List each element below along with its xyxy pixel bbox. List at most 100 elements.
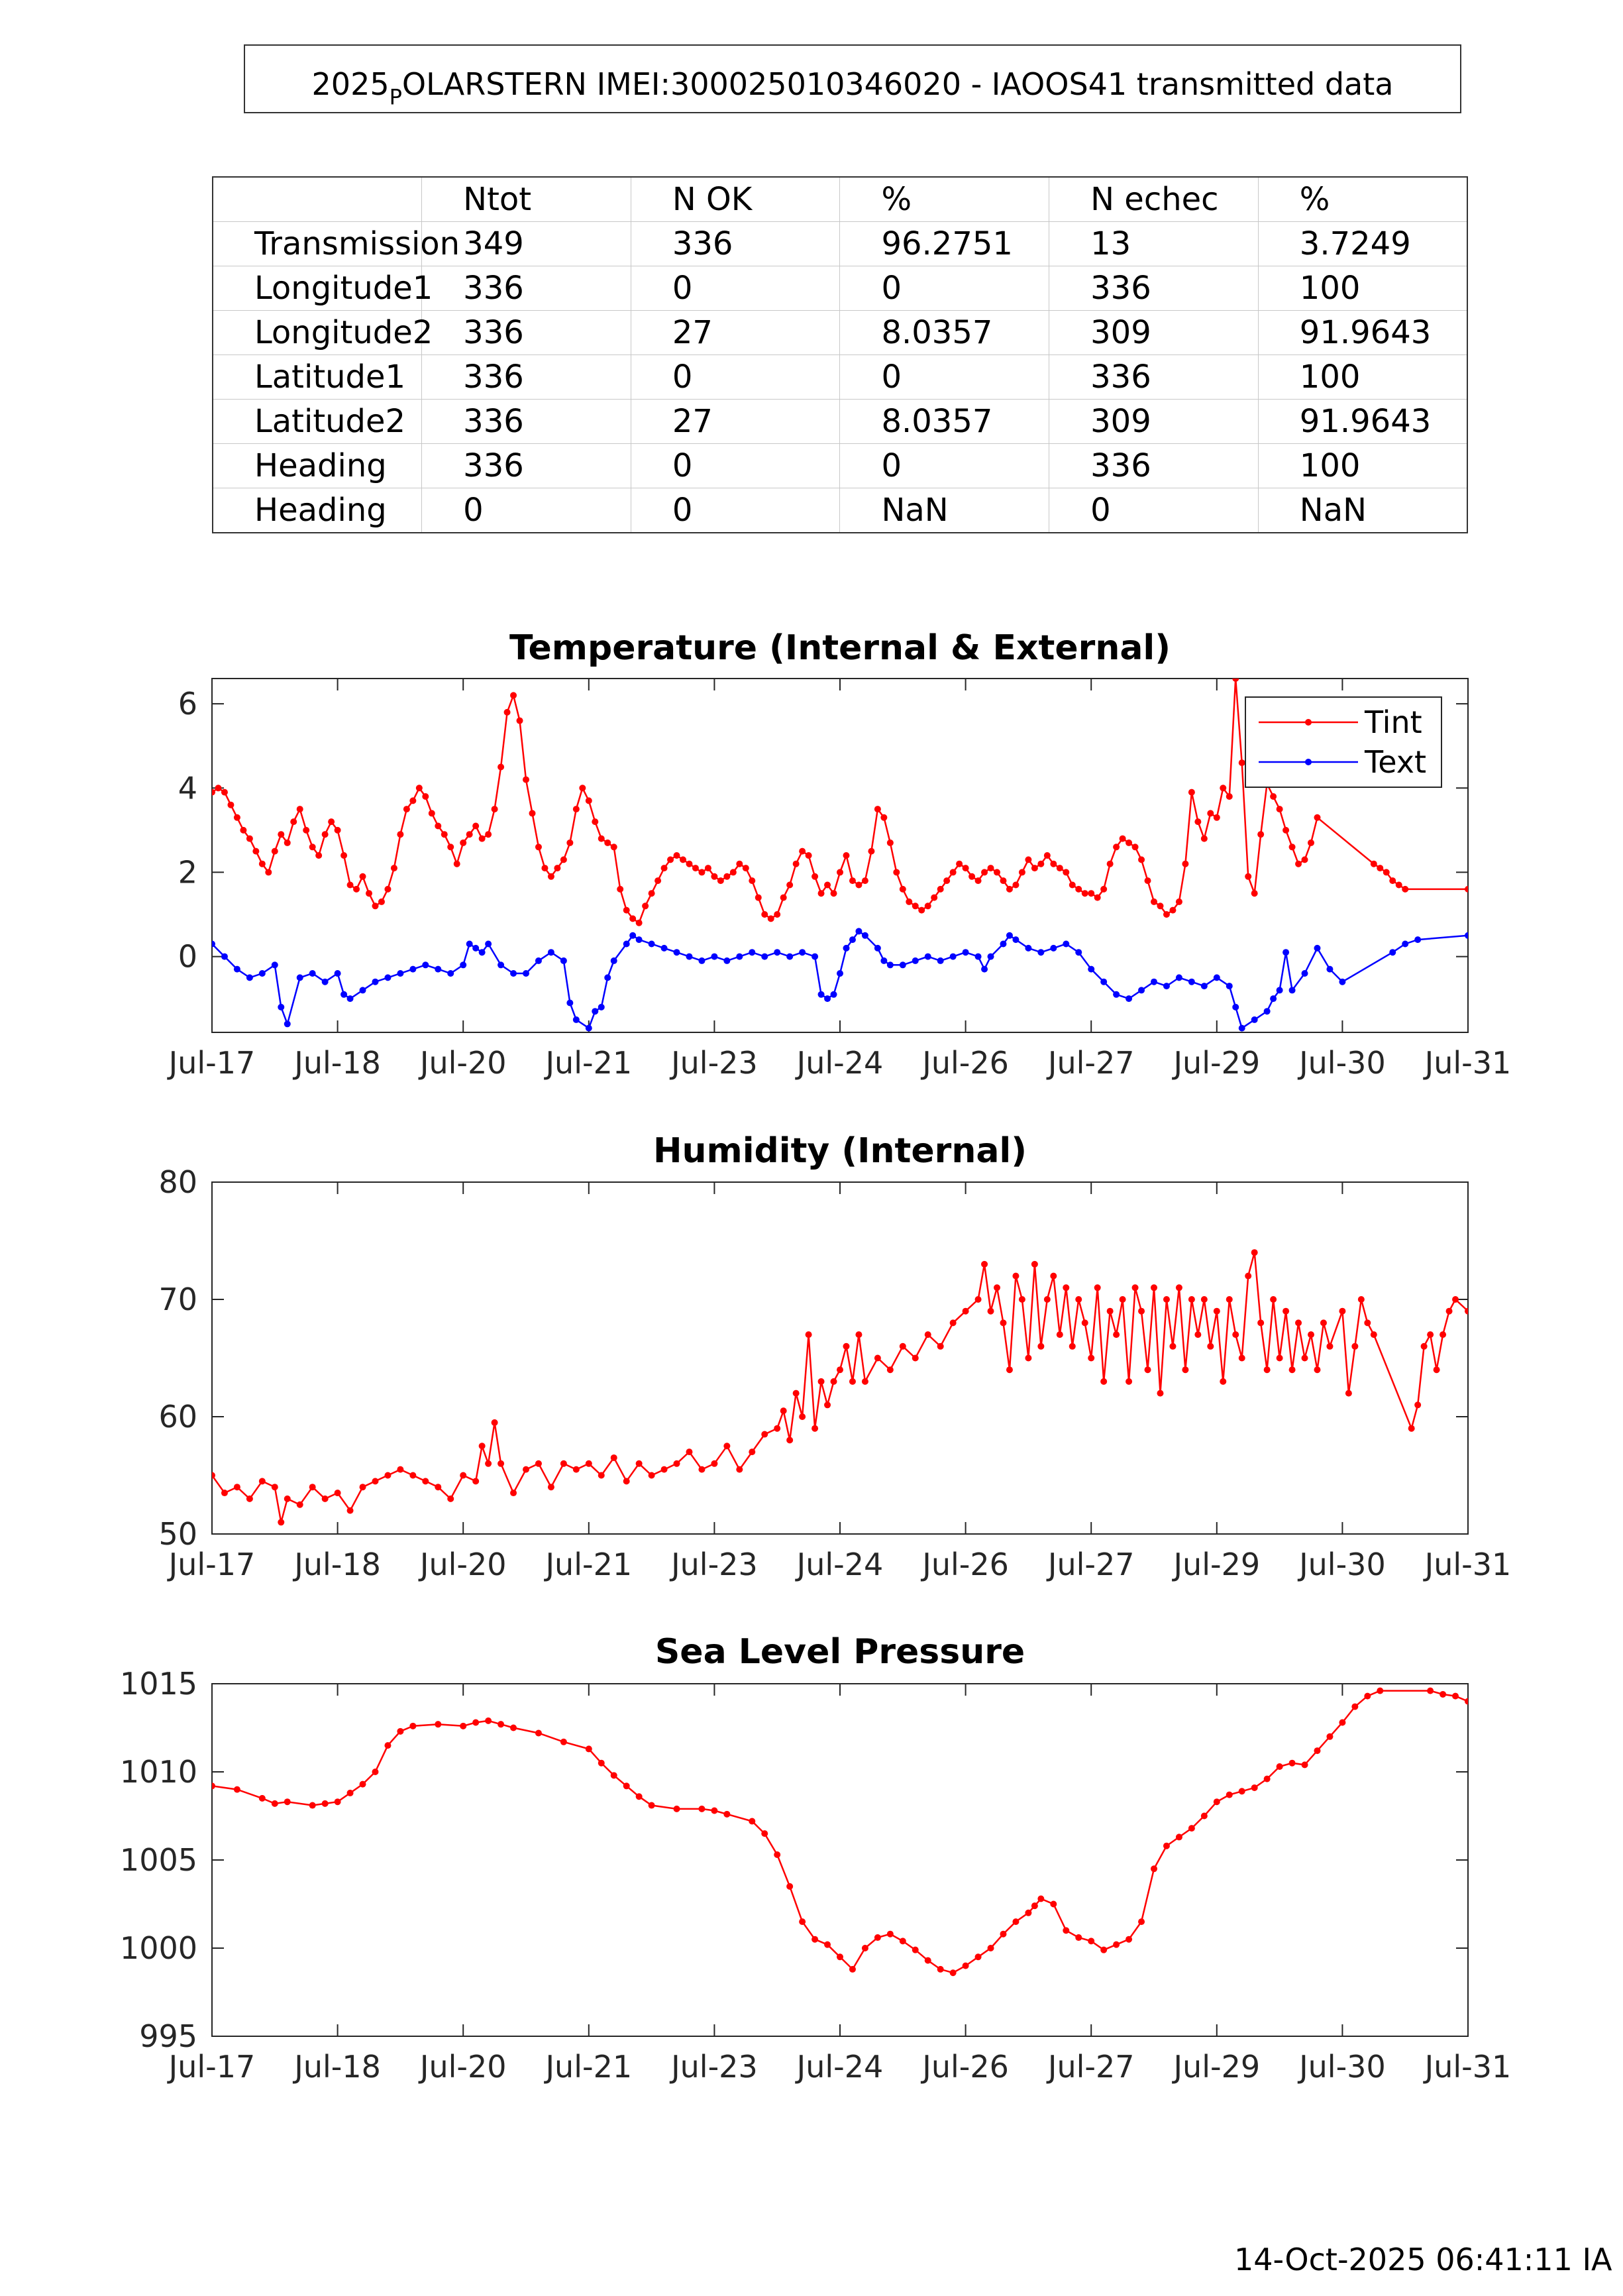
data-point (1220, 785, 1227, 792)
data-point (635, 1793, 643, 1800)
data-point (1188, 978, 1195, 985)
legend-label: Text (1364, 744, 1426, 780)
y-tick-label: 1005 (120, 1842, 197, 1878)
data-point (1094, 894, 1101, 901)
data-point (673, 1460, 680, 1467)
data-point (786, 1437, 794, 1444)
legend-label: Tint (1364, 704, 1422, 740)
table-cell: 0 (839, 355, 1050, 400)
data-point (221, 1490, 228, 1497)
data-point (435, 965, 442, 973)
x-tick-label: Jul-21 (543, 1547, 632, 1582)
data-point (422, 961, 429, 969)
series-text (212, 928, 1468, 1032)
data-point (1465, 932, 1468, 939)
y-tick-label: 1010 (120, 1754, 197, 1790)
data-point (359, 1780, 366, 1788)
data-point (949, 953, 957, 960)
data-point (435, 1484, 442, 1491)
data-point (566, 839, 574, 846)
data-point (817, 991, 825, 998)
data-point (1100, 978, 1108, 985)
table-cell: 8.0357 (839, 310, 1050, 355)
data-point (1465, 885, 1468, 893)
data-point (1220, 1378, 1227, 1385)
data-point (1276, 987, 1283, 994)
data-point (924, 1957, 931, 1964)
data-point (1043, 852, 1051, 859)
data-point (623, 940, 630, 948)
data-point (729, 869, 737, 876)
x-tick-label: Jul-20 (418, 1547, 507, 1582)
data-point (221, 953, 228, 960)
data-point (340, 991, 348, 998)
data-point (1357, 1296, 1365, 1303)
data-point (912, 957, 919, 964)
table-header-cell: % (1257, 177, 1468, 222)
data-point (1314, 1747, 1321, 1755)
x-tick-label: Jul-23 (669, 1547, 758, 1582)
data-point (1126, 1936, 1133, 1943)
data-point (1000, 940, 1007, 948)
data-point (1163, 1296, 1170, 1303)
series-line (212, 1690, 1468, 1974)
data-point (680, 856, 686, 863)
data-point (1283, 949, 1290, 956)
data-point (1056, 1331, 1063, 1339)
data-point (1314, 944, 1321, 952)
data-point (485, 831, 492, 838)
data-point (1440, 1690, 1447, 1698)
title-part1: 2025 (311, 66, 390, 102)
data-point (1094, 1284, 1101, 1291)
data-point (1063, 940, 1070, 948)
data-point (346, 995, 354, 1003)
legend-swatch-marker (1305, 759, 1312, 765)
data-point (830, 890, 837, 897)
data-point (799, 847, 806, 855)
data-point (271, 847, 278, 855)
data-point (604, 839, 611, 846)
data-point (1308, 839, 1314, 846)
data-point (572, 1016, 580, 1023)
data-point (817, 890, 825, 897)
data-point (1364, 1692, 1371, 1700)
data-point (987, 865, 994, 872)
data-point (1283, 826, 1290, 834)
data-point (491, 806, 498, 813)
data-point (346, 881, 354, 889)
data-point (1106, 860, 1114, 867)
table-cell: Heading (212, 443, 423, 488)
table-cell: 0 (630, 443, 841, 488)
data-point (1119, 1296, 1126, 1303)
table-cell: 336 (421, 310, 631, 355)
data-point (1326, 1342, 1334, 1350)
data-point (422, 1478, 429, 1485)
data-point (415, 785, 423, 792)
data-point (1075, 1296, 1082, 1303)
data-point (742, 865, 749, 872)
table-row: Longitude1 336 0 0 336 100 (212, 266, 1468, 311)
data-point (861, 932, 868, 939)
footer-timestamp: 14-Oct-2025 06:41:11 IA (1234, 2242, 1612, 2277)
data-point (1270, 1296, 1277, 1303)
data-point (497, 1460, 505, 1467)
title-subscript: P (389, 84, 402, 109)
data-point (610, 957, 617, 964)
data-point (510, 1490, 517, 1497)
data-point (472, 1478, 480, 1485)
data-point (1207, 810, 1214, 817)
x-tick-label: Jul-23 (669, 1045, 758, 1081)
data-point (1339, 1719, 1346, 1726)
data-point (937, 1965, 944, 1973)
data-point (435, 1721, 442, 1728)
data-point (610, 844, 617, 851)
data-point (1151, 898, 1157, 905)
data-point (723, 1443, 731, 1450)
data-point (372, 1769, 379, 1775)
data-point (786, 881, 794, 889)
data-point (397, 831, 404, 838)
data-point (560, 856, 567, 863)
data-point (792, 1390, 800, 1397)
title-box: 2025POLARSTERN IMEI:300025010346020 - IA… (244, 44, 1461, 113)
